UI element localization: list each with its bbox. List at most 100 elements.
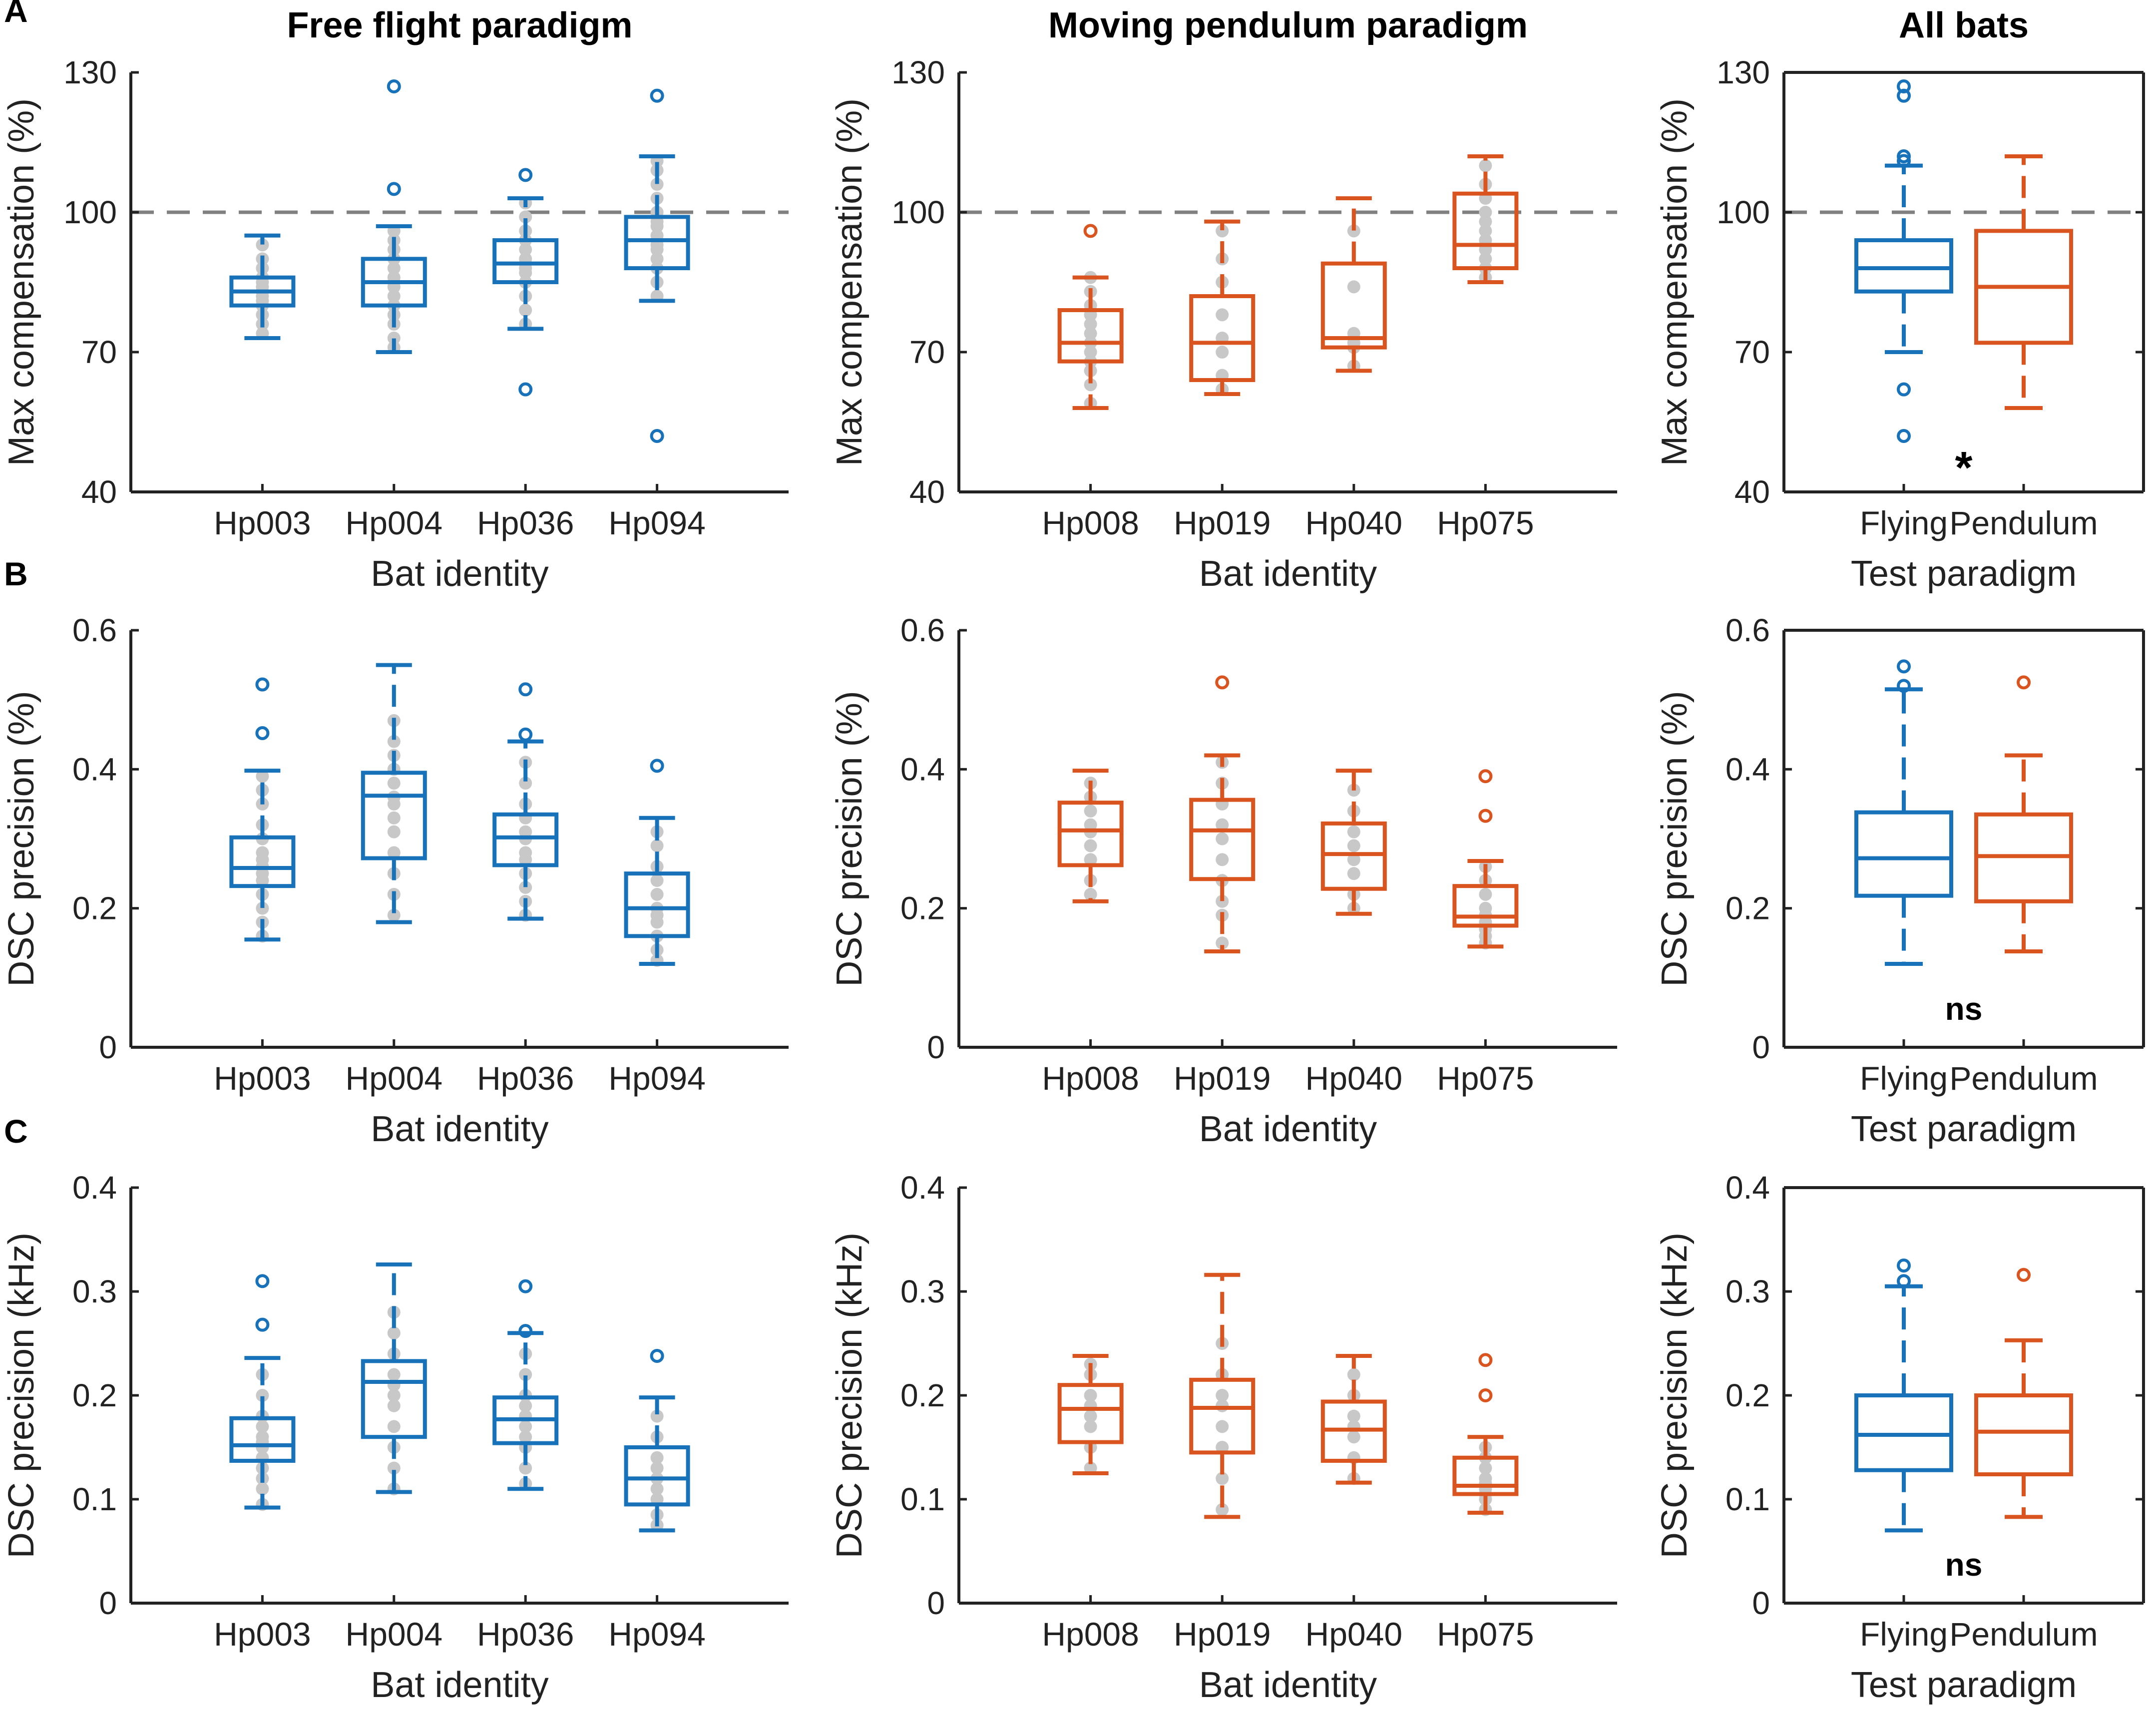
box-iqr [492, 238, 559, 284]
x-tick-label: Hp008 [1042, 1060, 1139, 1097]
y-tick-label: 0 [1752, 1029, 1770, 1065]
box-group [1189, 1273, 1256, 1519]
box-group [492, 168, 559, 397]
box-iqr [229, 1416, 296, 1463]
box-group [1974, 154, 2073, 410]
data-point [519, 210, 532, 224]
y-tick-label: 0.6 [1725, 612, 1770, 648]
box-iqr [1320, 261, 1387, 350]
panel-label: B [4, 555, 28, 592]
outlier-point [518, 1324, 533, 1338]
data-point [1084, 839, 1097, 853]
y-tick-label: 0 [927, 1585, 945, 1621]
panel-B1: 0 0.2 0.4 0.6 Hp003 Hp004 Hp036 Hp094 Bat identi… [1, 612, 789, 1149]
y-axis-label: DSC precision (kHz) [1, 1233, 41, 1558]
outlier-point [1478, 809, 1493, 823]
data-point [1084, 887, 1097, 901]
x-tick-label: Hp008 [1042, 504, 1139, 541]
box-group [229, 233, 296, 340]
y-tick-label: 0.3 [72, 1274, 117, 1309]
x-tick-label: Hp003 [214, 504, 311, 541]
data-point [387, 1326, 401, 1340]
outlier-point [255, 1317, 270, 1332]
x-axis-label: Bat identity [371, 554, 548, 594]
panel-label: C [4, 1113, 28, 1150]
y-tick-label: 40 [81, 474, 117, 510]
y-axis-label: DSC precision (kHz) [1655, 1233, 1695, 1558]
column-title: Free flight paradigm [287, 5, 632, 45]
y-tick-label: 0.1 [1725, 1481, 1770, 1517]
data-point [387, 1461, 401, 1475]
data-point [256, 1482, 269, 1496]
y-tick-label: 100 [63, 194, 117, 230]
box-group [624, 88, 690, 443]
x-tick-label: Hp036 [477, 504, 574, 541]
box-iqr [1189, 798, 1256, 881]
y-tick-label: 0 [1752, 1585, 1770, 1621]
y-tick-label: 0 [99, 1029, 117, 1065]
y-axis-label: DSC precision (kHz) [830, 1233, 869, 1558]
outlier-point [387, 182, 401, 196]
panel-C1: 0 0.1 0.2 0.3 0.4 Hp003 Hp004 Hp036 Hp094 Bat ide… [1, 1170, 789, 1705]
x-tick-label: Hp075 [1437, 1616, 1534, 1653]
box-group [1452, 154, 1519, 284]
data-point [1479, 1461, 1492, 1475]
box-group [1854, 659, 1953, 966]
data-point [387, 1420, 401, 1433]
data-point [1216, 894, 1229, 908]
data-point [1479, 901, 1492, 915]
x-tick-label: Hp075 [1437, 1060, 1534, 1097]
data-point [256, 238, 269, 252]
data-point [1216, 308, 1229, 322]
x-tick-label: Hp040 [1305, 1616, 1403, 1653]
y-tick-label: 0.2 [1725, 1377, 1770, 1413]
outlier-point [1897, 429, 1911, 443]
box-group [1057, 769, 1124, 903]
x-tick-label: Hp003 [214, 1616, 311, 1653]
box-iqr [1452, 884, 1519, 928]
box-group [624, 1348, 690, 1533]
data-point [1216, 936, 1229, 950]
x-tick-label: Pendulum [1949, 1060, 2098, 1097]
data-point [256, 1420, 269, 1433]
y-tick-label: 0.4 [72, 1170, 117, 1206]
y-tick-label: 0.4 [1725, 751, 1770, 787]
x-tick-label: Hp075 [1437, 504, 1534, 541]
panel-A1: 40 70 100 130 Hp003 Hp004 Hp036 Hp094 Bat identi… [1, 54, 789, 594]
box-group [624, 759, 690, 967]
data-point [387, 811, 401, 825]
box-group [229, 677, 296, 943]
data-point [1216, 1389, 1229, 1402]
data-point [1216, 224, 1229, 238]
outlier-point [650, 1348, 664, 1363]
data-point [1479, 252, 1492, 266]
box-group [1974, 675, 2073, 953]
box-group [1320, 769, 1387, 916]
data-point [519, 1430, 532, 1444]
data-point [1084, 1409, 1097, 1423]
x-axis-label: Bat identity [371, 1665, 548, 1705]
y-tick-label: 0.1 [72, 1481, 117, 1517]
x-axis-label: Test paradigm [1851, 1109, 2077, 1149]
box-group [229, 1274, 296, 1511]
box-iqr [1452, 191, 1519, 270]
outlier-point [1897, 679, 1911, 693]
data-point [1347, 1430, 1360, 1444]
box-group [361, 1262, 427, 1496]
y-tick-label: 130 [63, 54, 117, 90]
data-point [387, 1389, 401, 1402]
data-point [1479, 887, 1492, 901]
x-tick-label: Hp008 [1042, 1616, 1139, 1653]
box-iqr [361, 1359, 427, 1439]
data-point [1479, 159, 1492, 172]
outlier-point [2017, 675, 2031, 690]
significance-label: ns [1945, 1547, 1983, 1583]
box-group [492, 1279, 559, 1491]
data-point [1216, 818, 1229, 832]
data-point [387, 332, 401, 345]
data-point [519, 1420, 532, 1433]
data-point [1216, 832, 1229, 846]
y-tick-label: 0.4 [900, 1170, 945, 1206]
data-point [1216, 853, 1229, 866]
